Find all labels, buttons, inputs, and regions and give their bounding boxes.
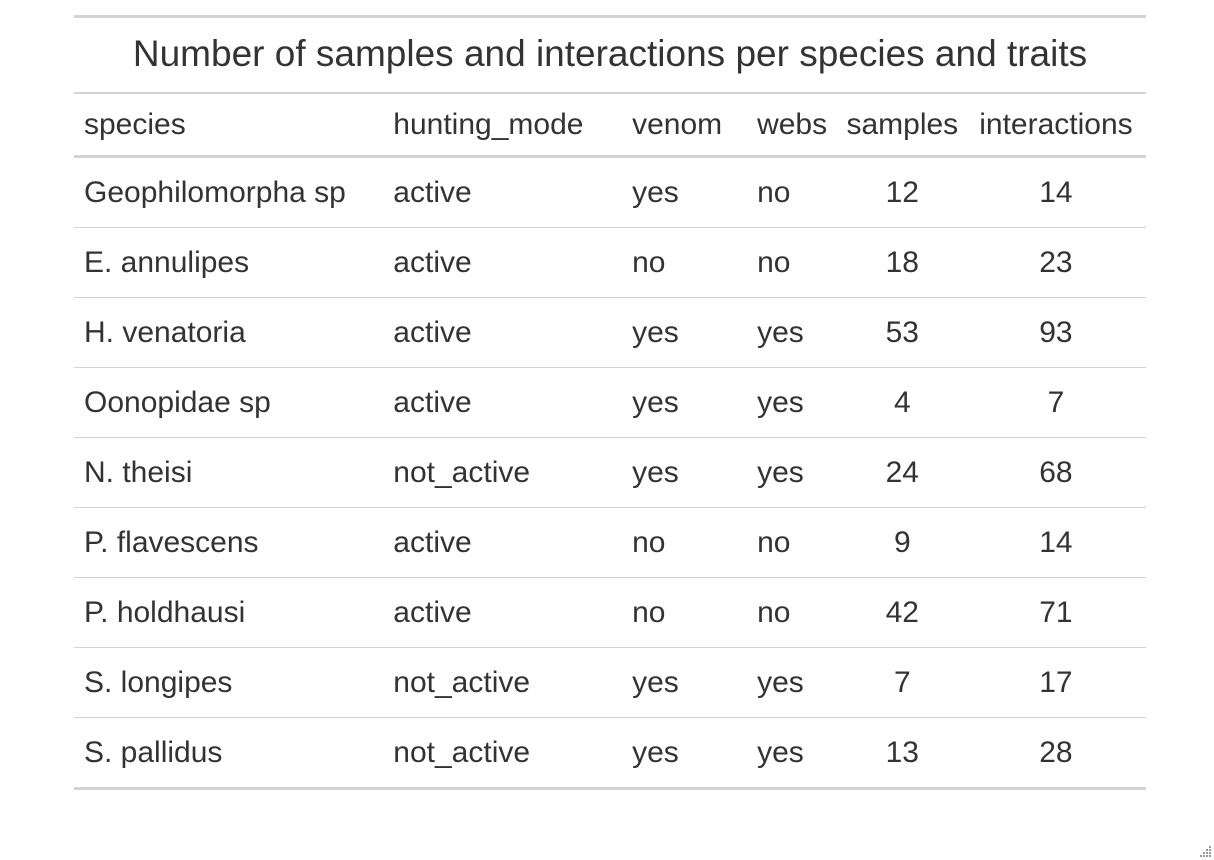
cell-venom: yes xyxy=(612,647,738,718)
header-webs: webs xyxy=(757,107,828,141)
header-interactions: interactions xyxy=(979,107,1133,141)
cell-samples: 13 xyxy=(838,717,966,790)
table-row: S. pallidus not_active yes yes 13 28 xyxy=(74,717,1146,790)
cell-webs: no xyxy=(737,507,839,578)
cell-samples: 42 xyxy=(838,577,966,648)
cell-hunting-mode: not_active xyxy=(383,647,613,718)
cell-venom: no xyxy=(612,507,738,578)
table-row: S. longipes not_active yes yes 7 17 xyxy=(74,647,1146,718)
cell-samples: 12 xyxy=(838,156,966,228)
table-row: N. theisi not_active yes yes 24 68 xyxy=(74,437,1146,508)
cell-interactions: 17 xyxy=(965,647,1146,718)
cell-species: Oonopidae sp xyxy=(74,367,384,438)
cell-interactions: 14 xyxy=(965,507,1146,578)
cell-interactions: 93 xyxy=(965,297,1146,368)
species-traits-table: Number of samples and interactions per s… xyxy=(74,15,1146,790)
table-row: P. flavescens active no no 9 14 xyxy=(74,507,1146,578)
cell-venom: yes xyxy=(612,156,738,228)
cell-interactions: 68 xyxy=(965,437,1146,508)
cell-hunting-mode: active xyxy=(383,297,613,368)
cell-hunting-mode: active xyxy=(383,577,613,648)
cell-species: P. flavescens xyxy=(74,507,384,578)
table-row: E. annulipes active no no 18 23 xyxy=(74,227,1146,298)
cell-hunting-mode: not_active xyxy=(383,717,613,790)
table-row: Geophilomorpha sp active yes no 12 14 xyxy=(74,156,1146,228)
cell-webs: yes xyxy=(737,297,839,368)
cell-interactions: 71 xyxy=(965,577,1146,648)
cell-webs: yes xyxy=(737,647,839,718)
table-row: Oonopidae sp active yes yes 4 7 xyxy=(74,367,1146,438)
cell-hunting-mode: active xyxy=(383,227,613,298)
table-body: Geophilomorpha sp active yes no 12 14 E.… xyxy=(74,156,1146,790)
cell-species: H. venatoria xyxy=(74,297,384,368)
cell-webs: yes xyxy=(737,437,839,508)
cell-species: S. longipes xyxy=(74,647,384,718)
cell-samples: 18 xyxy=(838,227,966,298)
cell-hunting-mode: active xyxy=(383,367,613,438)
cell-venom: no xyxy=(612,577,738,648)
header-venom: venom xyxy=(632,107,723,141)
cell-samples: 7 xyxy=(838,647,966,718)
header-hunting-mode: hunting_mode xyxy=(393,107,584,141)
cell-species: S. pallidus xyxy=(74,717,384,790)
cell-interactions: 14 xyxy=(965,156,1146,228)
cell-venom: yes xyxy=(612,367,738,438)
cell-hunting-mode: active xyxy=(383,156,613,228)
cell-interactions: 23 xyxy=(965,227,1146,298)
cell-webs: yes xyxy=(737,367,839,438)
header-samples: samples xyxy=(846,107,959,141)
table-row: P. holdhausi active no no 42 71 xyxy=(74,577,1146,648)
cell-interactions: 7 xyxy=(965,367,1146,438)
cell-species: Geophilomorpha sp xyxy=(74,156,384,228)
cell-venom: yes xyxy=(612,297,738,368)
cell-hunting-mode: not_active xyxy=(383,437,613,508)
cell-webs: yes xyxy=(737,717,839,790)
cell-samples: 53 xyxy=(838,297,966,368)
header-species: species xyxy=(84,107,186,141)
table-title: Number of samples and interactions per s… xyxy=(74,15,1146,92)
cell-hunting-mode: active xyxy=(383,507,613,578)
cell-species: P. holdhausi xyxy=(74,577,384,648)
cell-samples: 9 xyxy=(838,507,966,578)
cell-webs: no xyxy=(737,577,839,648)
table-row: H. venatoria active yes yes 53 93 xyxy=(74,297,1146,368)
cell-species: N. theisi xyxy=(74,437,384,508)
cell-samples: 24 xyxy=(838,437,966,508)
resize-grip-icon[interactable] xyxy=(1198,844,1212,858)
cell-venom: no xyxy=(612,227,738,298)
cell-species: E. annulipes xyxy=(74,227,384,298)
cell-webs: no xyxy=(737,227,839,298)
cell-venom: yes xyxy=(612,717,738,790)
cell-venom: yes xyxy=(612,437,738,508)
table-header: species hunting_mode venom webs samples … xyxy=(74,93,1146,157)
cell-interactions: 28 xyxy=(965,717,1146,790)
cell-samples: 4 xyxy=(838,367,966,438)
species-traits-table-container: Number of samples and interactions per s… xyxy=(74,15,1146,790)
header-row: species hunting_mode venom webs samples … xyxy=(74,93,1146,157)
cell-webs: no xyxy=(737,156,839,228)
